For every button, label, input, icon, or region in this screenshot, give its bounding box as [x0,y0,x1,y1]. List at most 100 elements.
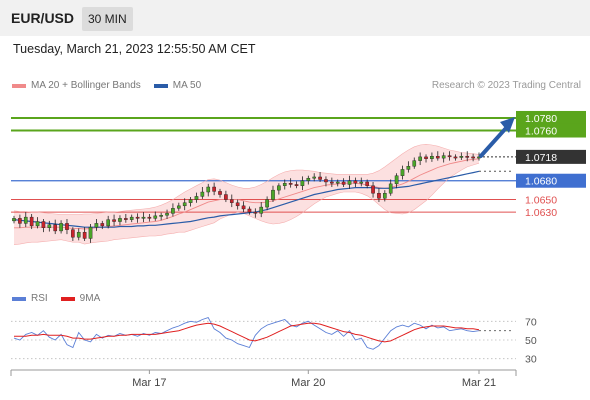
forecast-arrow [479,116,515,158]
candle-body-up [35,221,40,227]
candle [471,153,475,162]
rsi-tick-label: 50 [525,335,537,347]
bollinger-band [14,144,479,245]
candle [53,219,58,235]
candle [247,206,252,215]
candle-body-up [129,216,134,220]
candle-body-up [59,223,63,232]
candle-body-down [353,180,358,184]
candle [23,212,28,228]
candle-body-up [359,181,364,184]
x-tick-label: Mar 17 [132,377,166,389]
candle [194,192,199,203]
candle [200,187,205,199]
candle-body-up [165,213,169,216]
candle [265,196,269,211]
candle [459,152,464,161]
legend-label-ma20: MA 20 + Bollinger Bands [31,80,141,91]
band-lower-line [13,162,480,245]
candlesticks [12,151,481,243]
candle-body-up [188,199,193,203]
candle-body-down [100,223,105,227]
candle [12,215,16,224]
candle [271,185,275,203]
candle-body-down [241,205,246,210]
candle [330,177,334,187]
legend-swatch-9ma [60,296,75,301]
candle [418,152,422,166]
candle [441,152,446,163]
candle [324,176,328,187]
level-label-1.0630: 1.0630 [525,207,557,219]
candle [359,177,364,187]
candle [277,183,281,195]
candle [259,202,264,218]
candle [59,220,63,234]
candle [94,219,99,231]
candle-body-down [330,181,334,184]
forecast-arrow-shaft [479,124,509,158]
candle [294,181,299,189]
candle [41,219,46,233]
candle-body-up [176,205,181,209]
forecast-arrow-head [500,116,515,133]
candle [188,197,193,207]
candle [171,203,175,217]
candle [65,219,69,235]
candle [76,228,81,241]
candle [282,179,287,190]
candle [335,179,340,187]
candle-body-down [124,218,128,220]
candle-body-down [294,184,299,186]
timestamp: Tuesday, March 21, 2023 12:55:50 AM CET [13,42,256,56]
candle-body-up [300,180,305,186]
candle-body-down [224,194,228,200]
candle [35,217,40,229]
candle-body-up [388,183,393,194]
candle-body-up [47,224,52,228]
candle-body-down [135,216,140,219]
candle-body-up [88,226,93,239]
candle-body-down [453,156,458,159]
candle [347,175,352,189]
candle-body-up [259,206,264,214]
last-price-tag [516,149,586,164]
level-tag-1.0760 [516,123,586,138]
price-levels [11,116,516,213]
candle-body-up [206,186,211,193]
candle-body-up [347,180,352,185]
candle [235,199,240,210]
candle [206,183,211,197]
candle-body-up [153,215,158,219]
candle [29,213,34,230]
candle [141,212,146,223]
level-label-1.0780: 1.0780 [525,113,557,125]
rsi-line [13,317,480,350]
x-tick-label: Mar 21 [462,377,496,389]
candle [253,208,258,218]
legend-label-9ma: 9MA [79,293,101,304]
candle-body-up [282,183,287,186]
candle [153,211,158,221]
rsi-tick-label: 30 [525,354,537,366]
candle-body-up [23,216,28,224]
candle-body-down [341,181,346,185]
interval-button[interactable]: 30 MIN [82,7,133,31]
candle-body-down [253,211,258,214]
candle [82,227,87,241]
candle [465,151,470,162]
candle-body-up [400,169,405,176]
last-price-label: 1.0718 [525,152,557,164]
bollinger-band-fill [14,144,479,245]
candle [218,188,222,198]
candle [435,151,440,161]
candle-body-down [365,181,369,186]
legend-swatch-ma50 [153,83,168,88]
candle [100,220,105,230]
candle [388,179,393,196]
candle [394,173,399,189]
candle-body-up [383,193,387,199]
candle-body-up [271,189,275,200]
candle-body-up [459,156,464,158]
